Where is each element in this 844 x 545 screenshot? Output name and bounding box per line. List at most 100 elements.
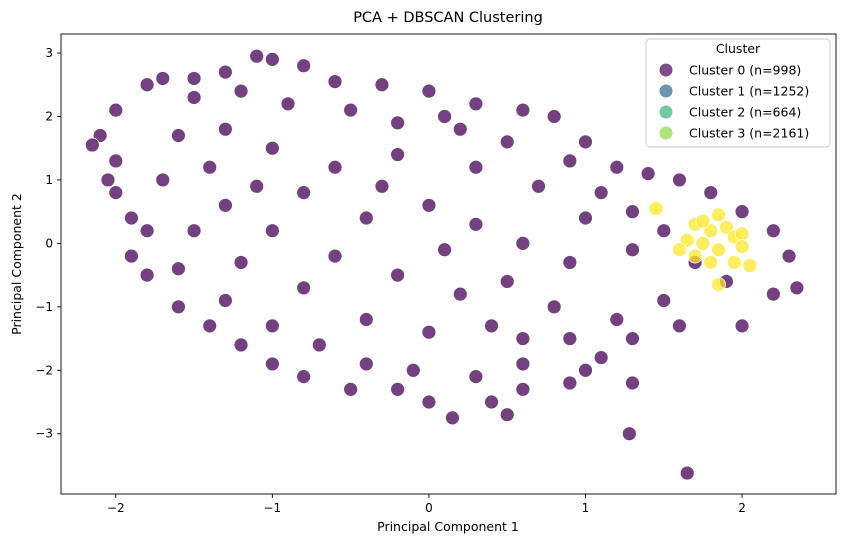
data-point (437, 109, 452, 124)
data-point (421, 394, 437, 410)
data-point (358, 210, 374, 226)
data-point (695, 213, 711, 229)
x-tick-label: −2 (107, 501, 125, 515)
data-point (264, 318, 280, 334)
data-point (484, 394, 499, 410)
data-point (789, 280, 805, 296)
data-point (656, 223, 672, 239)
data-point (499, 407, 515, 423)
data-point (390, 267, 406, 283)
data-point (108, 102, 124, 118)
data-point (711, 242, 726, 258)
data-point (468, 96, 484, 112)
data-point (468, 216, 484, 232)
data-point (679, 232, 695, 248)
legend-label: Cluster 0 (n=998) (689, 63, 801, 78)
data-point (421, 197, 437, 213)
data-point (217, 293, 233, 308)
data-point (609, 312, 625, 327)
chart-title: PCA + DBSCAN Clustering (353, 10, 543, 26)
data-point (171, 261, 186, 277)
data-point (499, 274, 515, 289)
data-point (280, 96, 296, 112)
data-point (445, 410, 460, 426)
data-point (452, 286, 468, 302)
data-point (531, 178, 546, 194)
data-point (217, 64, 233, 80)
data-point (734, 204, 750, 220)
data-point (546, 299, 562, 315)
legend-label: Cluster 3 (n=2161) (689, 126, 809, 141)
data-point (562, 153, 578, 169)
data-point (695, 235, 711, 251)
legend-marker (659, 84, 673, 98)
y-tick-label: 1 (45, 173, 53, 187)
data-point (202, 318, 218, 334)
data-point (421, 324, 437, 340)
data-point (249, 48, 265, 64)
data-point (358, 356, 374, 372)
data-point (578, 210, 593, 226)
data-point (155, 71, 171, 86)
data-point (711, 207, 726, 223)
data-point (625, 242, 640, 258)
legend-marker (659, 126, 673, 140)
data-point (742, 258, 758, 273)
points-layer (84, 48, 805, 481)
data-point (343, 102, 359, 118)
data-point (124, 210, 139, 226)
data-point (108, 185, 124, 201)
data-point (171, 299, 186, 315)
x-tick-label: 2 (738, 501, 746, 515)
data-point (217, 121, 233, 137)
data-point (593, 350, 609, 365)
data-point (546, 109, 562, 124)
data-point (374, 77, 390, 93)
data-point (765, 223, 781, 239)
data-point (296, 369, 312, 385)
data-point (672, 318, 687, 334)
data-point (468, 159, 484, 175)
y-axis: −3 −2 −1 0 1 2 3 (35, 46, 61, 441)
legend-label: Cluster 1 (n=1252) (689, 84, 809, 99)
data-point (726, 255, 742, 270)
data-point (578, 362, 593, 378)
data-point (390, 147, 406, 162)
data-point (679, 465, 695, 481)
x-tick-label: 0 (425, 501, 433, 515)
data-point (233, 83, 249, 99)
data-point (734, 226, 750, 242)
data-point (672, 242, 687, 258)
data-point (92, 128, 108, 143)
data-point (390, 381, 406, 397)
data-point (468, 369, 484, 385)
data-point (327, 248, 343, 264)
y-tick-label: −1 (35, 300, 53, 314)
data-point (327, 159, 343, 175)
data-point (139, 77, 155, 93)
plot-frame (60, 33, 837, 495)
data-point (734, 318, 750, 334)
data-point (124, 248, 139, 264)
data-point (84, 137, 100, 153)
data-point (625, 331, 640, 346)
data-point (249, 178, 265, 194)
y-tick-label: 0 (45, 236, 53, 250)
data-point (648, 201, 664, 216)
data-point (484, 318, 499, 334)
data-point (562, 375, 578, 391)
data-point (703, 185, 719, 201)
data-point (343, 381, 359, 397)
y-tick-label: −3 (35, 427, 53, 441)
data-point (515, 102, 531, 118)
data-point (515, 381, 531, 397)
data-point (499, 134, 515, 150)
data-point (100, 172, 116, 188)
data-point (593, 185, 609, 201)
data-point (296, 58, 312, 74)
data-point (155, 172, 171, 188)
data-point (765, 286, 781, 302)
data-point (296, 280, 312, 296)
data-point (327, 74, 343, 89)
